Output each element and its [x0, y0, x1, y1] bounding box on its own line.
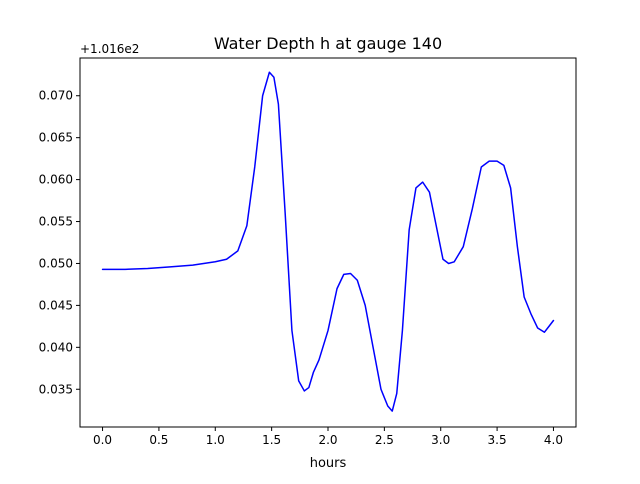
x-tick-label: 0.5: [149, 433, 168, 447]
y-tick-label: 0.065: [39, 131, 73, 145]
y-offset-label: +1.016e2: [80, 42, 139, 56]
x-tick-label: 1.0: [206, 433, 225, 447]
y-tick-label: 0.040: [39, 340, 73, 354]
x-tick-label: 2.0: [318, 433, 337, 447]
chart-title: Water Depth h at gauge 140: [214, 34, 442, 53]
y-tick-label: 0.070: [39, 89, 73, 103]
y-tick-label: 0.060: [39, 173, 73, 187]
y-tick-label: 0.035: [39, 382, 73, 396]
x-tick-label: 3.0: [431, 433, 450, 447]
plot-area: 0.0 0.5 1.0 1.5 2.0 2.5 3.0 3.5 4.0 0.035 0.040 0.0…: [39, 57, 577, 447]
x-axis-label: hours: [310, 456, 347, 471]
x-tick-label: 4.0: [544, 433, 563, 447]
x-tick-label: 1.5: [262, 433, 281, 447]
x-tick-label: 3.5: [488, 433, 507, 447]
y-tick-label: 0.050: [39, 256, 73, 270]
x-tick-label: 2.5: [375, 433, 394, 447]
y-tick-label: 0.045: [39, 298, 73, 312]
y-tick-label: 0.055: [39, 215, 73, 229]
data-series-line-0: [101, 71, 555, 412]
x-tick-label: 0.0: [93, 433, 112, 447]
